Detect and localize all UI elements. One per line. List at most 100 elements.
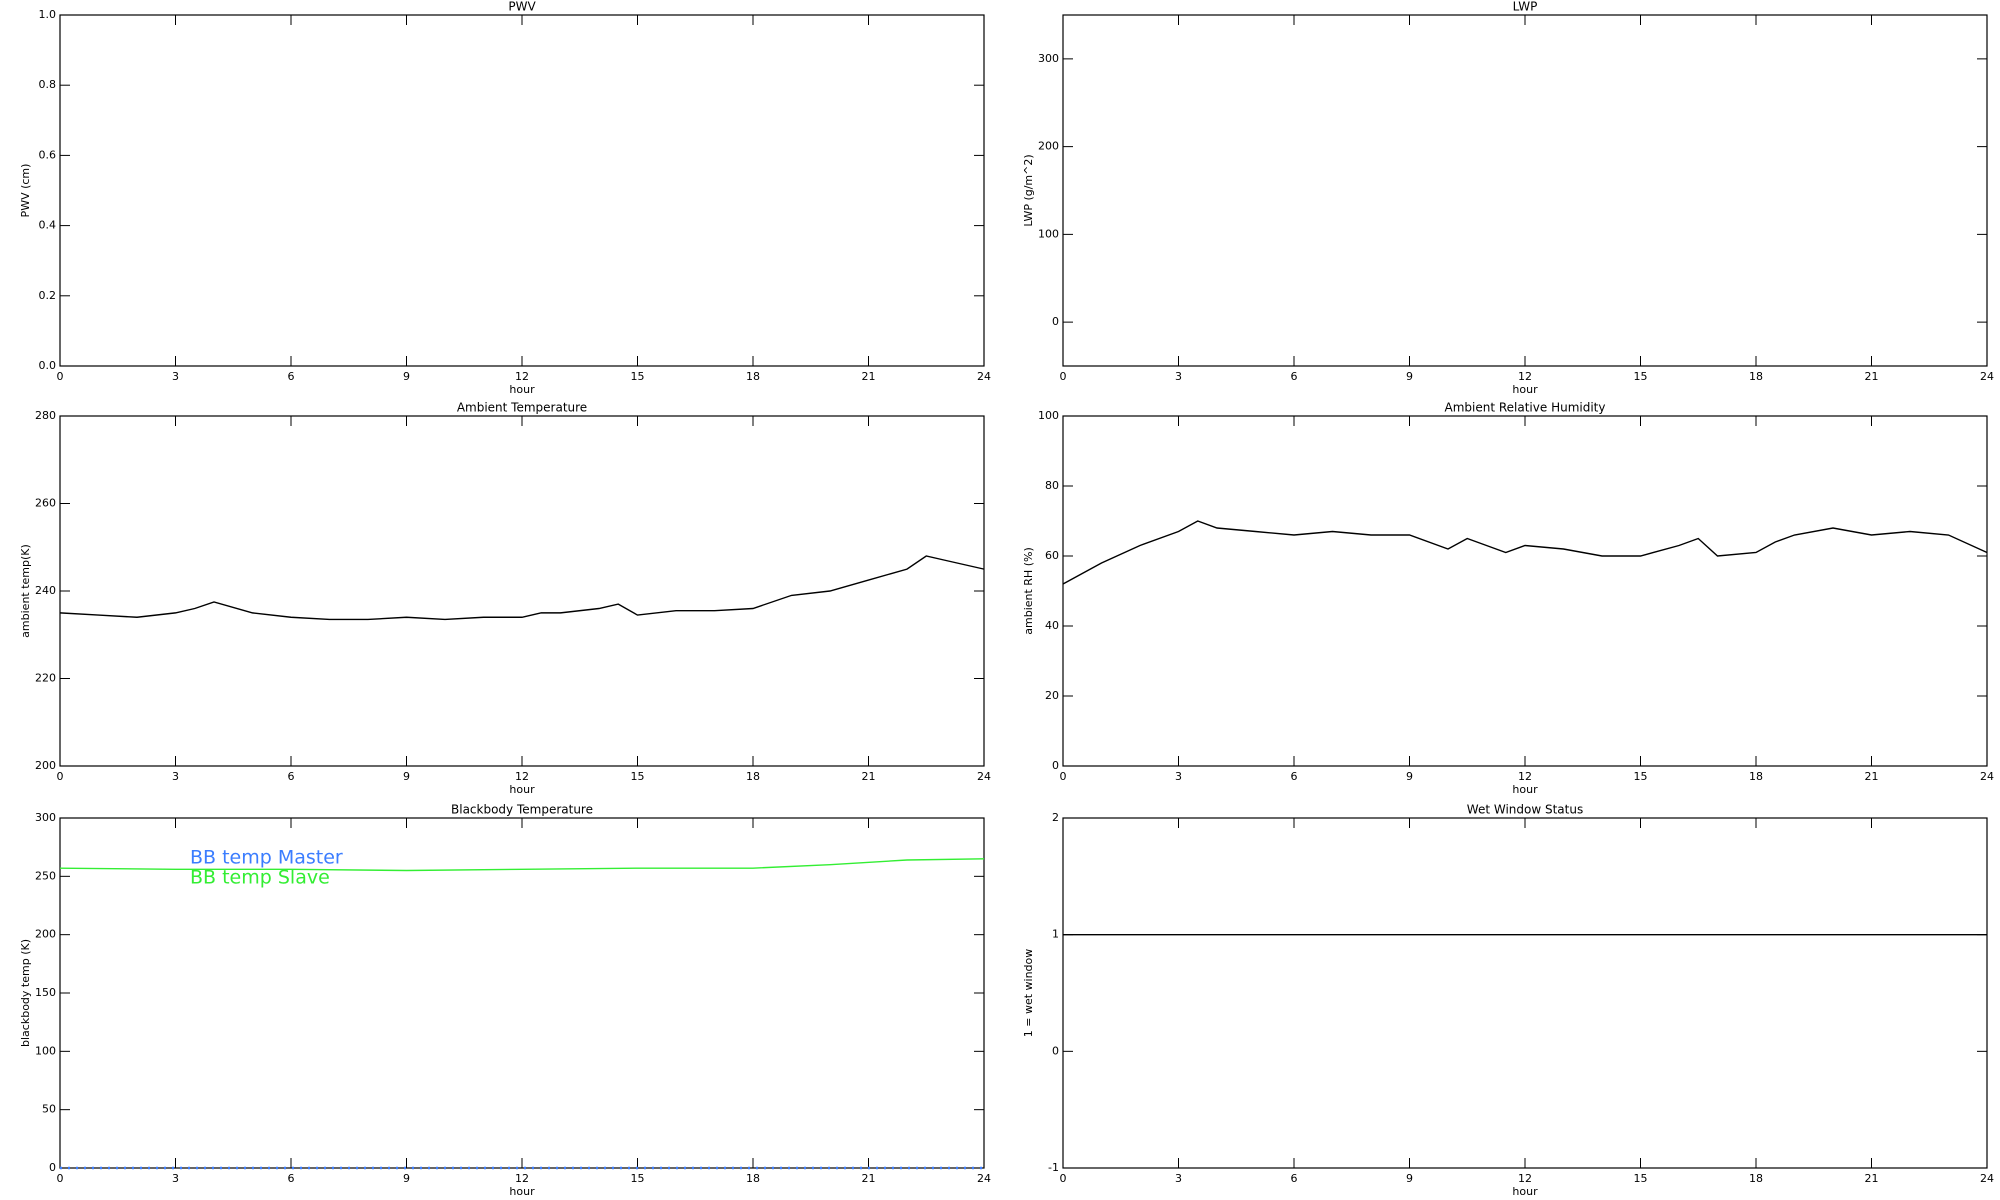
x-tick-label: 21 <box>1865 370 1879 383</box>
y-tick-label: 250 <box>35 869 56 882</box>
x-tick-label: 24 <box>1980 1172 1994 1185</box>
y-tick-label: 0 <box>1052 759 1059 772</box>
x-tick-label: 6 <box>1291 370 1298 383</box>
y-tick-label: 0.6 <box>39 148 57 161</box>
y-tick-label: 100 <box>35 1044 56 1057</box>
x-tick-label: 9 <box>1406 370 1413 383</box>
y-tick-label: -1 <box>1048 1161 1059 1174</box>
x-tick-label: 3 <box>1175 370 1182 383</box>
x-tick-label: 15 <box>631 1172 645 1185</box>
y-tick-label: 80 <box>1045 479 1059 492</box>
legend-entry: BB temp Slave <box>190 867 330 889</box>
x-tick-label: 24 <box>1980 370 1994 383</box>
y-tick-label: 0.8 <box>39 78 57 91</box>
plot-frame <box>59 14 985 367</box>
y-tick-label: 220 <box>35 672 56 685</box>
x-tick-label: 6 <box>288 1172 295 1185</box>
x-tick-label: 9 <box>1406 1172 1413 1185</box>
y-tick-label: 20 <box>1045 689 1059 702</box>
y-tick-label: 150 <box>35 986 56 999</box>
y-tick-label: 100 <box>1038 409 1059 422</box>
x-tick-label: 6 <box>288 370 295 383</box>
x-tick-label: 3 <box>172 1172 179 1185</box>
chart-title: Wet Window Status <box>1467 803 1583 817</box>
x-tick-label: 21 <box>862 1172 876 1185</box>
plot-frame <box>1062 14 1988 367</box>
x-tick-label: 24 <box>977 770 991 783</box>
plot-frame <box>1062 415 1988 767</box>
data-line <box>1062 520 1988 585</box>
x-tick-label: 6 <box>1291 770 1298 783</box>
y-axis-label: LWP (g/m^2) <box>1022 154 1035 226</box>
chart-title: LWP <box>1513 0 1538 14</box>
x-tick-label: 15 <box>631 770 645 783</box>
plot-frame <box>1062 817 1988 1169</box>
x-tick-label: 0 <box>1060 1172 1067 1185</box>
y-tick-label: 200 <box>1038 140 1059 153</box>
y-tick-label: 0.2 <box>39 289 57 302</box>
x-tick-label: 12 <box>515 770 529 783</box>
x-tick-label: 15 <box>1634 370 1648 383</box>
y-tick-label: 2 <box>1052 811 1059 824</box>
x-tick-label: 0 <box>57 370 64 383</box>
x-axis-label: hour <box>509 383 535 396</box>
x-tick-label: 12 <box>1518 370 1532 383</box>
x-tick-label: 0 <box>1060 370 1067 383</box>
y-tick-label: 60 <box>1045 549 1059 562</box>
y-tick-label: 260 <box>35 497 56 510</box>
y-tick-label: 1 <box>1052 928 1059 941</box>
chart-title: Ambient Relative Humidity <box>1445 401 1606 415</box>
x-tick-label: 3 <box>1175 770 1182 783</box>
x-tick-label: 0 <box>57 1172 64 1185</box>
x-tick-label: 15 <box>1634 770 1648 783</box>
x-tick-label: 6 <box>288 770 295 783</box>
y-tick-label: 280 <box>35 409 56 422</box>
chart-title: PWV <box>508 0 536 14</box>
chart-title: Blackbody Temperature <box>451 803 593 817</box>
y-axis-label: blackbody temp (K) <box>19 939 32 1047</box>
x-tick-label: 12 <box>1518 1172 1532 1185</box>
y-tick-label: 0 <box>49 1161 56 1174</box>
x-tick-label: 3 <box>172 370 179 383</box>
data-line <box>59 858 985 872</box>
x-tick-label: 24 <box>1980 770 1994 783</box>
x-tick-label: 15 <box>631 370 645 383</box>
x-axis-label: hour <box>509 783 535 796</box>
y-tick-label: 0.0 <box>39 359 57 372</box>
x-tick-label: 12 <box>515 370 529 383</box>
chart-title: Ambient Temperature <box>457 401 587 415</box>
x-tick-label: 15 <box>1634 1172 1648 1185</box>
y-tick-label: 0 <box>1052 315 1059 328</box>
x-tick-label: 6 <box>1291 1172 1298 1185</box>
y-tick-label: 100 <box>1038 227 1059 240</box>
x-tick-label: 9 <box>403 770 410 783</box>
y-tick-label: 300 <box>1038 52 1059 65</box>
x-axis-label: hour <box>1512 383 1538 396</box>
x-tick-label: 9 <box>403 1172 410 1185</box>
x-axis-label: hour <box>1512 783 1538 796</box>
x-tick-label: 21 <box>1865 770 1879 783</box>
x-tick-label: 24 <box>977 370 991 383</box>
x-tick-label: 18 <box>1749 370 1763 383</box>
y-tick-label: 50 <box>42 1103 56 1116</box>
legend-entry: BB temp Master <box>190 847 343 869</box>
x-tick-label: 9 <box>1406 770 1413 783</box>
x-axis-label: hour <box>1512 1185 1538 1198</box>
x-tick-label: 18 <box>1749 770 1763 783</box>
x-tick-label: 0 <box>1060 770 1067 783</box>
x-tick-label: 18 <box>746 370 760 383</box>
y-axis-label: 1 = wet window <box>1022 949 1035 1038</box>
y-tick-label: 200 <box>35 759 56 772</box>
x-tick-label: 3 <box>1175 1172 1182 1185</box>
x-tick-label: 18 <box>1749 1172 1763 1185</box>
x-tick-label: 18 <box>746 770 760 783</box>
data-line <box>59 555 985 621</box>
x-tick-label: 12 <box>1518 770 1532 783</box>
y-tick-label: 300 <box>35 811 56 824</box>
y-axis-label: PWV (cm) <box>19 164 32 218</box>
x-tick-label: 12 <box>515 1172 529 1185</box>
y-tick-label: 40 <box>1045 619 1059 632</box>
x-axis-label: hour <box>509 1185 535 1198</box>
